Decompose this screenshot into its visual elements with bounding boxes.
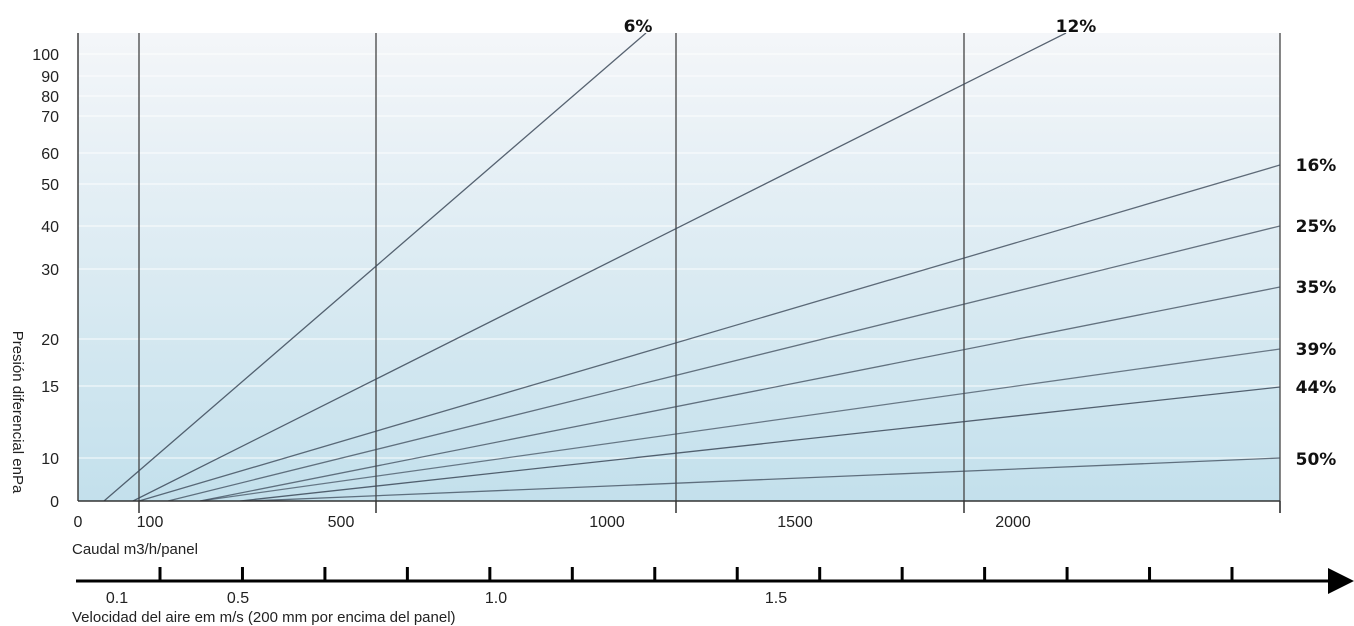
axes <box>77 33 1280 502</box>
horizontal-gridlines <box>78 53 1280 459</box>
series-label: 44% <box>1296 378 1337 398</box>
y-tick-label: 70 <box>41 109 59 126</box>
y-tick-label: 40 <box>41 219 59 236</box>
velocity-tick-label: 1.0 <box>485 590 507 607</box>
series-label: 6% <box>624 17 653 37</box>
y-tick-label: 10 <box>41 451 59 468</box>
series-label: 25% <box>1296 217 1337 237</box>
series-line-6pct <box>103 33 647 501</box>
series-lines <box>103 33 1280 501</box>
x-tick-label: 1000 <box>589 514 625 531</box>
y-tick-label: 90 <box>41 69 59 86</box>
x-tick-label: 0 <box>74 514 83 531</box>
y-tick-label: 15 <box>41 379 59 396</box>
y-tick-label: 60 <box>41 146 59 163</box>
x-tick-label: 100 <box>137 514 164 531</box>
series-line-50pct <box>249 457 1280 501</box>
series-label: 16% <box>1296 156 1337 176</box>
y-tick-label: 20 <box>41 332 59 349</box>
y-axis-title: Presión diferencial enPa <box>9 331 26 494</box>
series-line-39pct <box>199 348 1280 501</box>
x-tick-labels: 0 100 500 1000 1500 2000 <box>74 501 1281 531</box>
series-line-44pct <box>239 386 1280 501</box>
plot-background <box>78 33 1280 501</box>
y-tick-label: 0 <box>50 494 59 511</box>
velocity-axis: 0.1 0.5 1.0 1.5 <box>76 567 1354 607</box>
series-label: 12% <box>1056 17 1097 37</box>
y-tick-labels: 0 10 15 20 30 40 50 60 70 80 90 100 <box>32 47 59 511</box>
y-tick-label: 80 <box>41 89 59 106</box>
series-label: 50% <box>1296 450 1337 470</box>
x-tick-label: 2000 <box>995 514 1031 531</box>
velocity-tick-label: 0.5 <box>227 590 249 607</box>
x-tick-label: 1500 <box>777 514 813 531</box>
velocity-axis-arrowhead <box>1328 568 1354 594</box>
y-tick-label: 50 <box>41 177 59 194</box>
series-line-12pct <box>132 33 1067 501</box>
x-tick-label: 500 <box>328 514 355 531</box>
y-tick-label: 30 <box>41 262 59 279</box>
series-label: 39% <box>1296 340 1337 360</box>
velocity-axis-title: Velocidad del aire em m/s (200 mm por en… <box>72 609 456 626</box>
series-line-35pct <box>199 286 1280 501</box>
velocity-tick-label: 0.1 <box>106 590 128 607</box>
series-line-25pct <box>167 225 1280 501</box>
velocity-tick-label: 1.5 <box>765 590 787 607</box>
vertical-gridlines <box>138 33 1281 513</box>
series-line-16pct <box>138 164 1280 501</box>
x-axis-title: Caudal m3/h/panel <box>72 541 198 558</box>
y-tick-label: 100 <box>32 47 59 64</box>
series-label: 35% <box>1296 278 1337 298</box>
series-labels: 6% 12% 16% 25% 35% 39% 44% 50% <box>624 17 1337 470</box>
